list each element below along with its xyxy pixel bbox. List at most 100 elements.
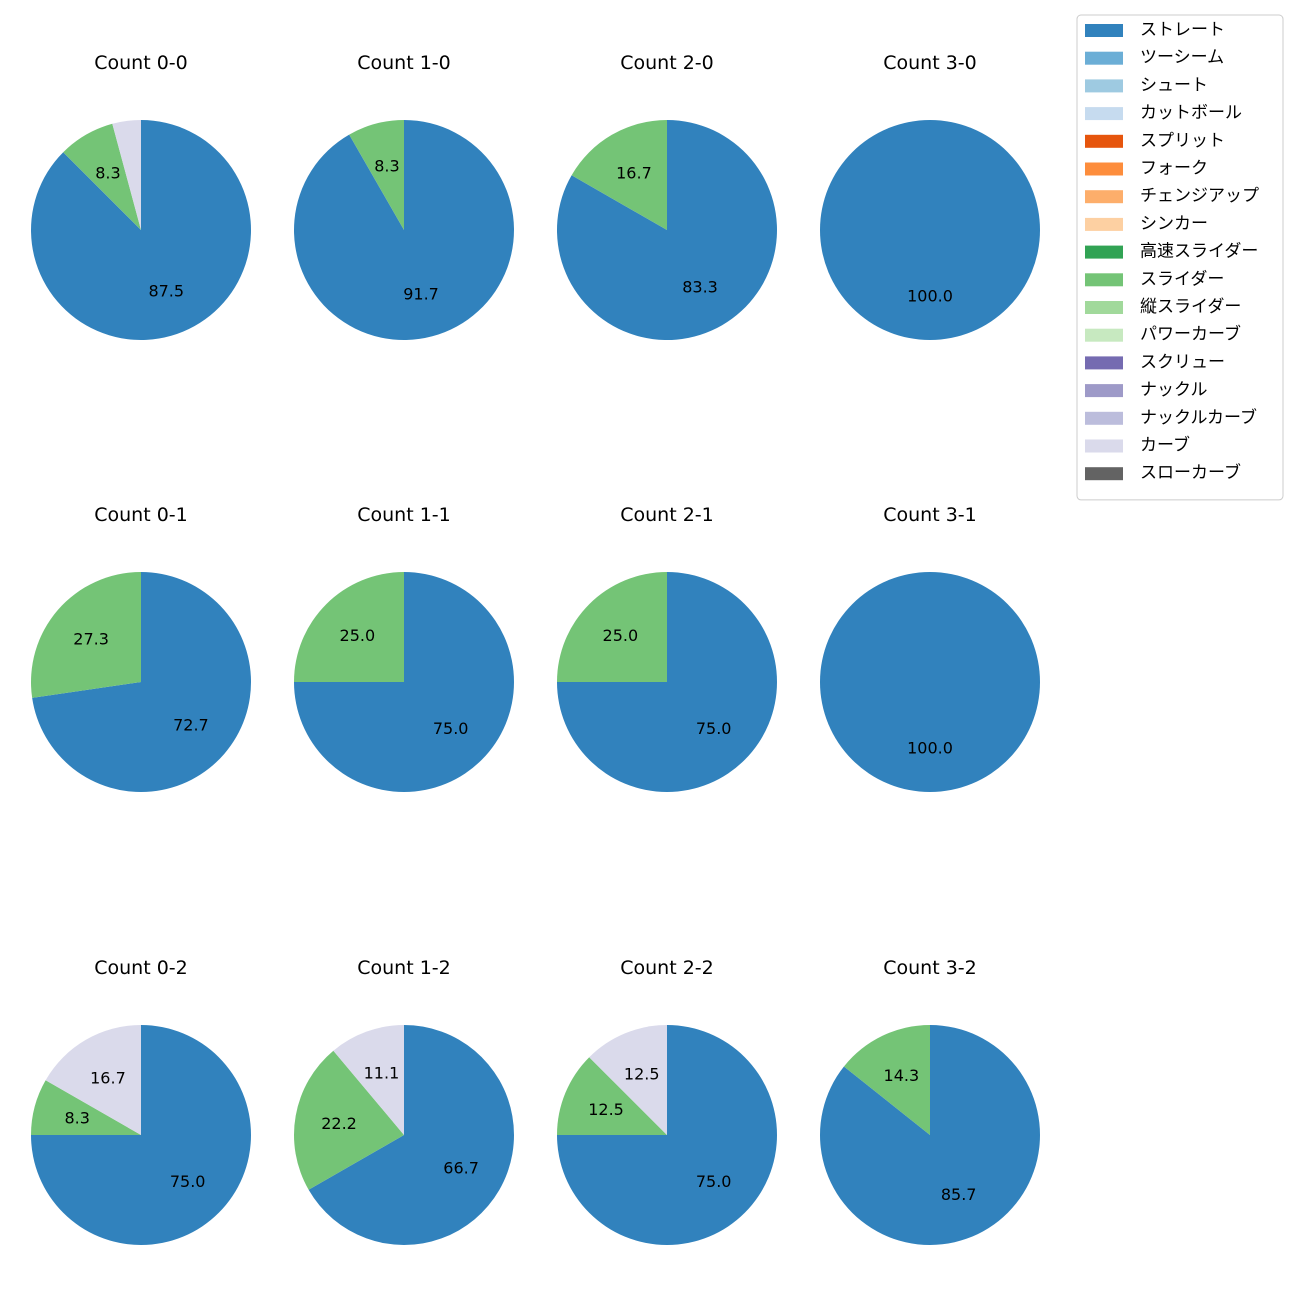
legend-swatch [1085, 79, 1123, 93]
slice-label: 66.7 [443, 1159, 479, 1178]
pie-4: Count 3-0 100.0 [820, 52, 1040, 340]
pie-title: Count 2-2 [620, 957, 714, 979]
slice-label: 8.3 [65, 1108, 90, 1127]
pie-slice [349, 120, 404, 230]
legend-label: スローカーブ [1140, 462, 1241, 483]
pie-slice [293, 120, 514, 340]
pie-slice [820, 120, 1040, 340]
legend-label: パワーカーブ [1140, 324, 1241, 345]
legend-swatch [1085, 51, 1123, 65]
legend-label: スプリット [1140, 131, 1225, 151]
pie-title: Count 3-2 [883, 957, 977, 979]
pie-title: Count 3-0 [883, 52, 977, 74]
pie-7: Count 2-1 75.0 25.0 [557, 504, 777, 792]
pie-2: Count 1-0 91.7 8.3 [293, 52, 514, 340]
pie-title: Count 0-2 [94, 957, 188, 979]
pie-slice [557, 1057, 667, 1135]
pie-slice [293, 1050, 404, 1190]
pie-slice [31, 120, 252, 340]
legend-label: ストレート [1140, 20, 1225, 40]
legend-label: 高速スライダー [1140, 242, 1258, 262]
pie-slice [820, 572, 1040, 792]
pie-title: Count 0-0 [94, 52, 188, 74]
slice-label: 100.0 [907, 739, 953, 758]
slice-label: 16.7 [616, 163, 652, 182]
slice-label: 16.7 [90, 1068, 126, 1087]
slice-label: 27.3 [73, 629, 109, 648]
legend-label: カーブ [1140, 435, 1190, 456]
slice-label: 75.0 [433, 719, 469, 738]
slice-label: 85.7 [941, 1185, 977, 1204]
pie-title: Count 1-2 [357, 957, 451, 979]
legend-label: スクリュー [1140, 352, 1225, 372]
pie-slice [571, 120, 667, 230]
legend-label: 縦スライダー [1140, 297, 1241, 317]
legend-label: ツーシーム [1140, 48, 1224, 68]
slice-label: 72.7 [173, 716, 209, 735]
pie-title: Count 1-0 [357, 52, 451, 74]
legend-swatch [1085, 356, 1123, 370]
legend-swatch [1085, 467, 1123, 481]
slice-label: 11.1 [364, 1063, 400, 1082]
legend-label: スライダー [1140, 269, 1224, 289]
pie-11: Count 2-2 75.0 12.512.5 [557, 957, 777, 1245]
pie-title: Count 1-1 [357, 504, 451, 526]
pie-title: Count 2-1 [620, 504, 714, 526]
pie-slice [294, 572, 404, 682]
pie-slice [32, 572, 252, 792]
legend-swatch [1085, 245, 1123, 259]
slice-label: 12.5 [624, 1065, 660, 1084]
pie-10: Count 1-2 66.7 22.2 11.1 [293, 957, 514, 1245]
pie-slice [843, 1025, 930, 1135]
pie-slice [112, 120, 141, 230]
pie-slice [31, 1080, 141, 1135]
legend-swatch [1085, 411, 1123, 425]
legend-swatch [1085, 190, 1123, 204]
pie-8: Count 3-1 100.0 [820, 504, 1040, 792]
slice-label: 22.2 [321, 1114, 357, 1133]
legend-label: チェンジアップ [1140, 186, 1259, 206]
slice-label: 91.7 [403, 284, 439, 303]
legend-swatch [1085, 439, 1123, 453]
slice-label: 8.3 [95, 163, 120, 182]
slice-label: 75.0 [170, 1172, 206, 1191]
legend-label: シュート [1140, 75, 1208, 95]
pie-1: Count 0-0 87.5 8.3 [31, 52, 252, 340]
legend-label: カットボール [1140, 103, 1242, 123]
pie-slice [333, 1025, 404, 1135]
pie-3: Count 2-0 83.3 16.7 [556, 52, 777, 340]
legend-swatch [1085, 217, 1123, 231]
pie-12: Count 3-2 85.7 14.3 [820, 957, 1041, 1245]
pie-slice [820, 1025, 1041, 1245]
legend-swatch [1085, 162, 1123, 176]
legend-label: ナックル [1140, 380, 1208, 400]
legend-swatch [1085, 273, 1123, 287]
pie-9: Count 0-2 75.0 8.3 16.7 [31, 957, 251, 1245]
pie-slice [31, 572, 141, 698]
pie-5: Count 0-1 72.7 27.3 [31, 504, 252, 792]
slice-label: 100.0 [907, 287, 953, 306]
legend-frame [1076, 14, 1284, 501]
pie-slice [63, 123, 141, 230]
legend-swatch [1085, 134, 1123, 148]
slice-label: 12.5 [588, 1100, 624, 1119]
pie-slice [45, 1025, 142, 1135]
legend: ストレートツーシームシュートカットボールスプリットフォークチェンジアップシンカー… [1076, 14, 1284, 501]
pie-title: Count 2-0 [620, 52, 714, 74]
legend-swatch [1085, 384, 1123, 398]
pie-slice [308, 1025, 514, 1245]
slice-label: 75.0 [696, 1172, 732, 1191]
legend-swatch [1085, 24, 1123, 37]
legend-swatch [1085, 301, 1123, 314]
pie-slice [557, 572, 667, 682]
legend-swatch [1085, 328, 1123, 342]
legend-label: フォーク [1140, 159, 1208, 179]
slice-label: 8.3 [374, 157, 399, 176]
legend-swatch [1085, 107, 1123, 121]
pie-title: Count 0-1 [94, 504, 188, 526]
slice-label: 83.3 [682, 278, 718, 297]
pie-6: Count 1-1 75.0 25.0 [294, 504, 514, 792]
slice-label: 14.3 [884, 1066, 920, 1085]
pie-title: Count 3-1 [883, 504, 977, 526]
